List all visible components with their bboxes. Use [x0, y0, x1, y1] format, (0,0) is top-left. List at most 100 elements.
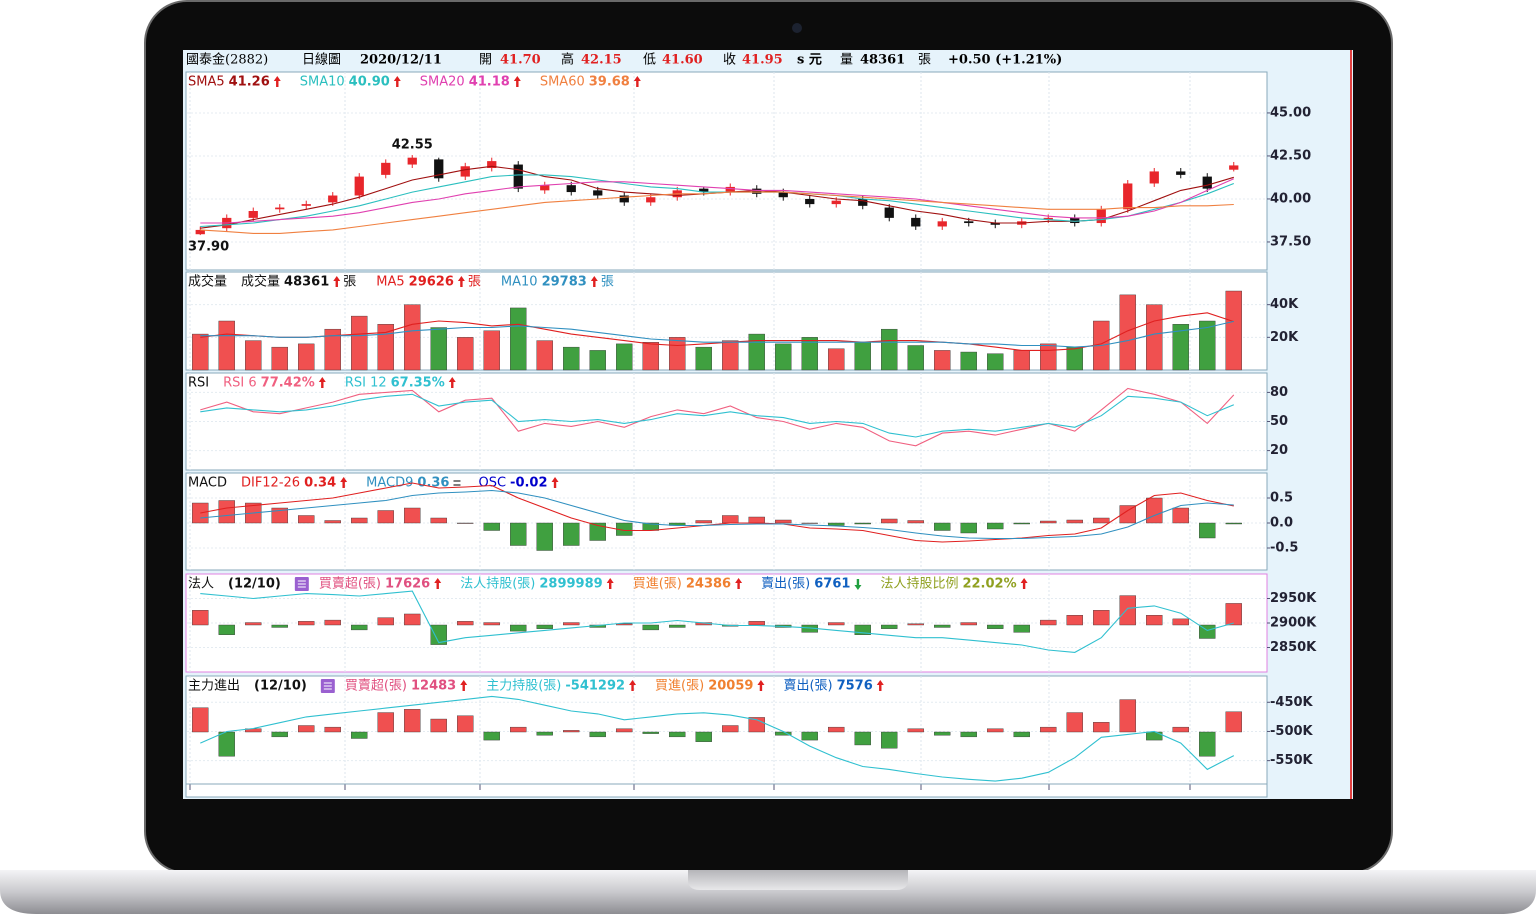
bar	[960, 731, 977, 738]
panel-date: (12/10)	[228, 577, 281, 592]
bar	[377, 617, 394, 626]
line	[200, 482, 1234, 543]
legend-unit: 張	[343, 275, 356, 290]
bar	[483, 622, 500, 626]
bar	[1040, 343, 1057, 371]
bar	[1119, 505, 1136, 524]
line	[200, 174, 1234, 228]
line	[200, 393, 1235, 438]
bar	[298, 621, 315, 626]
bar	[510, 307, 527, 371]
bar	[430, 517, 447, 524]
bar	[934, 522, 951, 531]
bar	[218, 624, 235, 636]
bar	[695, 346, 712, 371]
legend-unit: 張	[468, 275, 481, 290]
bar	[457, 522, 474, 524]
trend-up	[551, 477, 559, 488]
bar	[1172, 618, 1189, 626]
bar	[351, 731, 368, 739]
trend-up	[876, 680, 884, 691]
legend-name: 買進(張)	[655, 679, 704, 694]
bar	[748, 333, 765, 371]
header: 國泰金(2882) 日線圖 2020/12/11 開 41.70 高 42.15…	[186, 52, 1062, 68]
bar	[801, 731, 818, 741]
legend-value: 22.02%	[962, 577, 1016, 592]
bar	[775, 343, 792, 371]
y-tick-label: 40.00	[1270, 191, 1311, 206]
bar	[616, 728, 633, 733]
legend-name: 法人持股比例	[880, 577, 958, 592]
trend-up	[590, 276, 598, 287]
bar	[881, 518, 898, 524]
trend-up	[513, 76, 521, 87]
bar	[324, 726, 341, 733]
legend-value: 39.68	[589, 75, 630, 90]
bar	[271, 624, 288, 628]
candle-body	[646, 197, 656, 203]
candle-body	[1176, 171, 1186, 175]
trend-up	[606, 578, 614, 589]
bar	[642, 342, 659, 371]
legend-name: SMA5	[188, 75, 225, 90]
legend-value: 0.36	[417, 476, 449, 491]
change: +0.50 (+1.21%)	[948, 53, 1062, 68]
bar	[1146, 497, 1163, 524]
y-tick-label: 50	[1270, 414, 1288, 429]
bar	[430, 718, 447, 733]
bar	[1093, 722, 1110, 733]
legend-name: 成交量	[241, 274, 280, 290]
legend-value: 29783	[542, 275, 587, 290]
bar	[1040, 619, 1057, 626]
bar	[1225, 290, 1242, 371]
legend-name: MA5	[376, 275, 404, 290]
candle-body	[911, 217, 921, 227]
bar	[748, 621, 765, 626]
stock-name: 國泰金(2882)	[186, 52, 268, 68]
trend-up	[318, 377, 326, 388]
bar	[642, 731, 659, 734]
bar	[483, 522, 500, 531]
bar	[404, 507, 421, 524]
panel-title: MACD	[188, 476, 227, 491]
y-tick-label: -0.5	[1270, 541, 1298, 556]
bar	[1146, 615, 1163, 626]
bar	[828, 622, 845, 626]
bar	[960, 351, 977, 371]
bar	[1172, 507, 1189, 524]
bar	[801, 522, 818, 524]
panel	[185, 573, 1268, 673]
bar	[1040, 726, 1057, 733]
candle-body	[964, 221, 974, 224]
bar	[1066, 346, 1083, 371]
bar	[377, 510, 394, 524]
bar	[987, 728, 1004, 733]
legend-name: SMA20	[420, 75, 465, 90]
bar	[430, 327, 447, 371]
trend-up	[460, 680, 468, 691]
legend-name: 法人持股(張)	[460, 577, 535, 592]
y-tick-label: -550K	[1270, 753, 1314, 768]
candle-body	[566, 185, 576, 193]
bar	[1199, 522, 1216, 539]
legend-name: OSC	[478, 476, 506, 491]
legend-value: 41.26	[229, 75, 270, 90]
bar	[748, 516, 765, 524]
candle-body	[195, 229, 205, 235]
legend-value: 40.90	[349, 75, 390, 90]
bar	[510, 522, 527, 546]
bar	[934, 350, 951, 371]
candle-body	[725, 186, 735, 193]
panel-title: RSI	[188, 376, 209, 391]
trend-up	[757, 680, 765, 691]
bar	[616, 623, 633, 626]
bar	[828, 348, 845, 371]
max-label: 42.55	[392, 138, 433, 153]
trend-up	[333, 276, 341, 287]
bar	[536, 624, 553, 629]
bar	[775, 519, 792, 524]
bar	[563, 522, 580, 546]
y-tick-label: 20	[1270, 443, 1288, 458]
line	[200, 695, 1235, 782]
panel-title: 法人	[188, 577, 214, 592]
